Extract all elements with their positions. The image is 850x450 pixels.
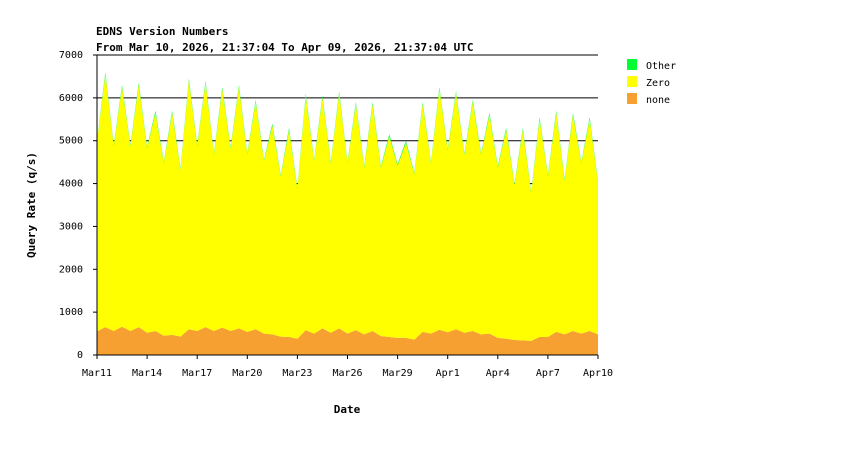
area (97, 74, 598, 341)
y-tick-label: 5000 (59, 136, 83, 147)
axes: 0 1000 2000 3000 4000 5000 6000 7000 Mar11 Mar14 M… (59, 50, 613, 379)
legend-label: Other (646, 61, 676, 72)
legend-label: Zero (646, 78, 670, 89)
legend-swatch (627, 76, 637, 87)
x-tick-label: Apr10 (583, 368, 613, 379)
legend: Other Zero none (627, 59, 676, 106)
y-tick-label: 1000 (59, 307, 83, 318)
x-tick-label: Mar29 (383, 368, 413, 379)
y-axis-label: Query Rate (q/s) (25, 152, 38, 258)
area (97, 326, 598, 355)
x-tick-label: Mar20 (232, 368, 262, 379)
x-tick-label: Apr7 (536, 368, 560, 379)
x-tick-label: Mar17 (182, 368, 212, 379)
legend-label: none (646, 95, 670, 106)
y-tick-label: 0 (77, 350, 83, 361)
legend-swatch (627, 93, 637, 104)
y-tick-label: 3000 (59, 221, 83, 232)
x-tick-label: Mar26 (332, 368, 362, 379)
y-tick-label: 2000 (59, 264, 83, 275)
chart-subtitle: From Mar 10, 2026, 21:37:04 To Apr 09, 2… (96, 41, 474, 54)
x-tick-label: Mar11 (82, 368, 112, 379)
chart-title: EDNS Version Numbers (96, 25, 228, 38)
x-tick-label: Mar14 (132, 368, 162, 379)
x-tick-label: Mar23 (282, 368, 312, 379)
x-axis-label: Date (334, 403, 361, 416)
x-tick-label: Apr4 (486, 368, 510, 379)
y-tick-label: 6000 (59, 93, 83, 104)
y-tick-label: 4000 (59, 179, 83, 190)
areas (97, 72, 598, 355)
x-tick-label: Apr1 (436, 368, 460, 379)
legend-swatch (627, 59, 637, 70)
y-tick-label: 7000 (59, 50, 83, 61)
